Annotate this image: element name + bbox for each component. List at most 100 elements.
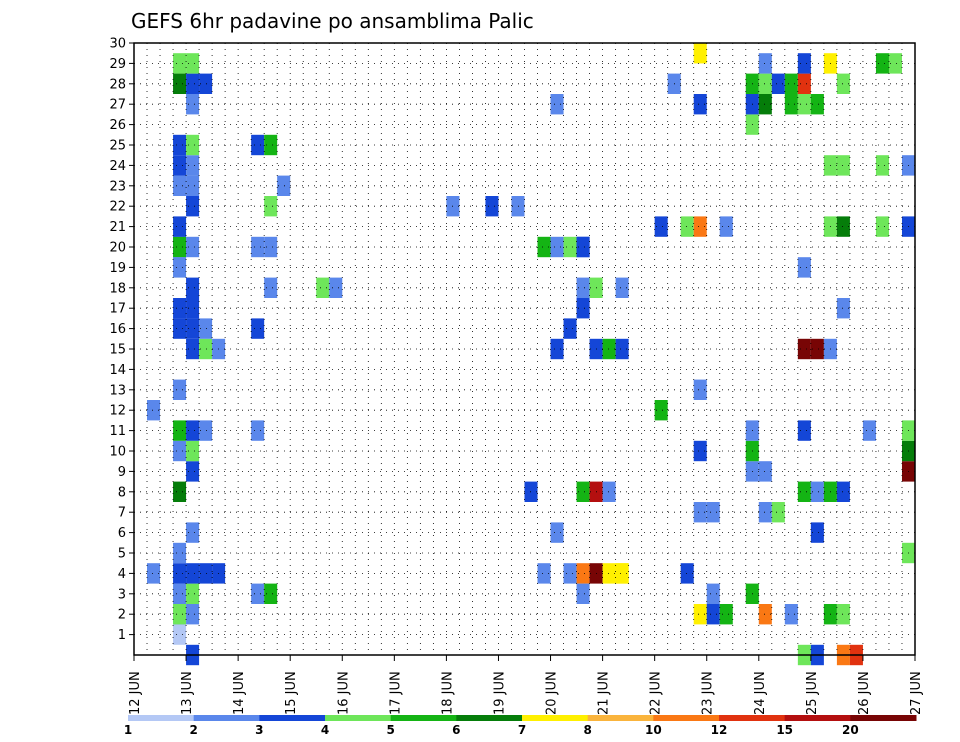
x-tick-label: 25 JUN (805, 671, 820, 715)
heatmap-cell (264, 236, 278, 258)
colorbar: 1 2 3 4 5 6 7 8 10 12 15 20 (124, 715, 917, 737)
heatmap-cell (173, 236, 187, 258)
x-tick-label: 21 JUN (597, 671, 612, 715)
colorbar-segment (719, 715, 786, 721)
y-tick-label: 26 (109, 118, 126, 133)
x-tick-label: 18 JUN (440, 671, 455, 715)
y-tick-label: 10 (109, 445, 126, 460)
colorbar-label: 12 (711, 723, 728, 737)
y-tick-label: 28 (109, 77, 126, 92)
heatmap-cell (719, 604, 733, 625)
heatmap-cell (706, 583, 720, 604)
heatmap-cell (654, 400, 668, 421)
heatmap-cell (537, 236, 551, 258)
heatmap-cell (758, 502, 772, 523)
heatmap-cell (602, 563, 616, 584)
heatmap-cell (186, 522, 200, 543)
heatmap-cell (173, 298, 187, 319)
heatmap-cell (836, 481, 850, 502)
colorbar-segment (325, 715, 392, 721)
y-tick-label: 8 (118, 485, 126, 500)
colorbar-segment (193, 715, 260, 721)
heatmap-cell (810, 94, 824, 115)
heatmap-cell (576, 481, 590, 502)
x-tick-label: 22 JUN (649, 671, 664, 715)
heatmap-cell (186, 298, 200, 319)
heatmap-cell (173, 563, 187, 584)
heatmap-cell (264, 277, 278, 298)
y-tick-label: 25 (109, 139, 126, 154)
x-tick-label: 24 JUN (753, 671, 768, 715)
heatmap-cell (888, 53, 902, 74)
heatmap-cell (173, 53, 187, 74)
y-tick-label: 7 (118, 506, 126, 521)
heatmap-cell (784, 604, 798, 625)
colorbar-label: 2 (189, 723, 197, 737)
heatmap-cell (186, 134, 200, 156)
heatmap-cell (576, 277, 590, 298)
heatmap-cell (797, 338, 811, 360)
y-tick-label: 15 (109, 343, 126, 358)
colorbar-label: 15 (776, 723, 793, 737)
heatmap-cell (264, 583, 278, 604)
y-tick-label: 27 (109, 98, 126, 113)
heatmap-cell (563, 563, 577, 584)
colorbar-segment (128, 715, 195, 721)
x-tick-label: 27 JUN (909, 671, 924, 715)
heatmap-cell (576, 298, 590, 319)
heatmap-cell (875, 155, 889, 176)
heatmap-cell (836, 604, 850, 625)
x-tick-label: 14 JUN (232, 671, 247, 715)
x-tick-label: 12 JUN (128, 671, 143, 715)
heatmap-cell (186, 94, 200, 115)
y-tick-label: 13 (109, 383, 126, 398)
heatmap-cells (147, 43, 915, 666)
heatmap-cell (147, 400, 161, 421)
heatmap-cell (797, 420, 811, 441)
heatmap-cell (550, 94, 564, 115)
heatmap-cell (173, 216, 187, 237)
heatmap-cell (173, 134, 187, 156)
heatmap-cell (758, 461, 772, 482)
heatmap-cell (186, 563, 200, 584)
heatmap-cell (576, 583, 590, 604)
x-tick-label: 16 JUN (336, 671, 351, 715)
heatmap-cell (797, 94, 811, 115)
colorbar-segment (784, 715, 851, 721)
heatmap-cell (251, 236, 265, 258)
heatmap-cell (693, 502, 707, 523)
colorbar-label: 5 (386, 723, 394, 737)
y-tick-label: 14 (109, 363, 126, 378)
heatmap-cell (719, 216, 733, 237)
heatmap-cell (771, 502, 785, 523)
heatmap-cell (875, 53, 889, 74)
heatmap-cell (329, 277, 343, 298)
heatmap-cell (199, 563, 213, 584)
colorbar-label: 20 (842, 723, 859, 737)
x-tick-label: 15 JUN (284, 671, 299, 715)
heatmap-cell (862, 420, 876, 441)
heatmap-cell (147, 563, 161, 584)
heatmap-cell (836, 73, 850, 94)
heatmap-cell (758, 94, 772, 115)
heatmap-cell (810, 481, 824, 502)
heatmap-cell (173, 175, 187, 196)
y-tick-label: 9 (118, 465, 126, 480)
heatmap-cell (186, 604, 200, 625)
heatmap-cell (784, 94, 798, 115)
heatmap-cell (537, 563, 551, 584)
heatmap-cell (186, 583, 200, 604)
heatmap-cell (251, 420, 265, 441)
heatmap-cell (186, 196, 200, 217)
heatmap-cell (810, 522, 824, 543)
heatmap-cell (186, 440, 200, 462)
heatmap-cell (693, 379, 707, 400)
y-tick-label: 6 (118, 526, 126, 541)
x-tick-label: 23 JUN (701, 671, 716, 715)
y-tick-label: 18 (109, 281, 126, 296)
heatmap-cell (173, 420, 187, 441)
heatmap-cell (173, 481, 187, 502)
heatmap-cell (836, 298, 850, 319)
heatmap-cell (706, 502, 720, 523)
y-tick-label: 11 (109, 424, 126, 439)
